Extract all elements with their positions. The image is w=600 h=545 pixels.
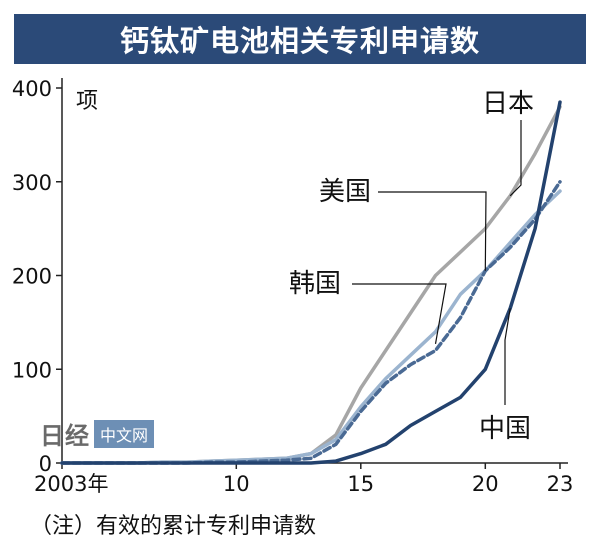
axes: 0 100 200 300 400 项 2003年 10 15 20 23 [12,77,573,496]
y-tick-label: 0 [39,452,52,476]
chart-title: 钙钛矿电池相关专利申请数 [14,14,586,64]
series-line-china [60,100,562,465]
y-tick-label: 100 [12,358,52,382]
x-tick-label: 23 [547,472,574,496]
leader-line-china [504,308,511,405]
footnote: （注）有效的累计专利申请数 [30,514,317,539]
series-layer [60,100,562,465]
leader-line-korea [352,283,447,345]
x-tick-label: 2003年 [34,472,108,496]
x-tick-label: 10 [223,472,250,496]
watermark-tag: 中文网 [94,419,155,448]
series-label-japan: 日本 [482,89,534,119]
y-tick-label: 300 [12,171,52,195]
watermark: 日经 中文网 [40,416,155,451]
y-axis-label: 项 [76,89,98,114]
x-tick-label: 20 [472,472,499,496]
x-tick-label: 15 [347,472,374,496]
leader-line-usa [378,191,487,271]
series-label-usa: 美国 [319,177,371,207]
y-tick-label: 400 [12,77,52,101]
watermark-logo: 日经 [40,421,90,450]
y-tick-label: 200 [12,265,52,289]
leader-line-japan [509,120,522,197]
series-label-korea: 韩国 [289,269,341,299]
series-label-china: 中国 [479,414,531,444]
